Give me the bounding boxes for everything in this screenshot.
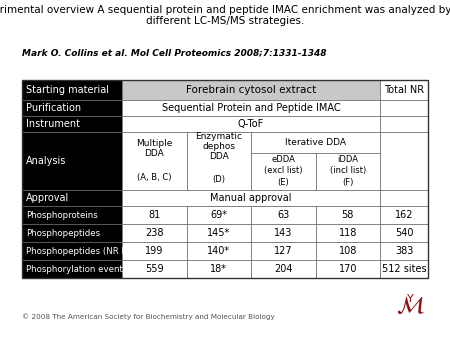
Bar: [122, 242, 186, 260]
Text: iDDA
(incl list): iDDA (incl list): [329, 155, 366, 175]
Bar: [22, 132, 122, 190]
Text: Phosphopeptides: Phosphopeptides: [26, 228, 100, 238]
Bar: [122, 260, 186, 278]
Text: Iterative DDA: Iterative DDA: [285, 138, 346, 147]
Bar: [22, 224, 122, 242]
Text: 143: 143: [274, 228, 292, 238]
Bar: [251, 206, 315, 224]
Bar: [22, 260, 122, 278]
Bar: [315, 153, 380, 190]
Text: 145*: 145*: [207, 228, 230, 238]
Bar: [22, 190, 122, 206]
Text: Starting material: Starting material: [26, 85, 109, 95]
Text: 559: 559: [145, 264, 163, 274]
Text: Phosphopeptides (NR base seq): Phosphopeptides (NR base seq): [26, 246, 163, 256]
Text: Enzymatic
dephos
DDA: Enzymatic dephos DDA: [195, 131, 242, 162]
Text: 58: 58: [342, 210, 354, 220]
Text: 81: 81: [148, 210, 160, 220]
Bar: [251, 242, 315, 260]
Text: Manual approval: Manual approval: [210, 193, 292, 203]
Text: 140*: 140*: [207, 246, 230, 256]
Text: 540: 540: [395, 228, 413, 238]
Text: 238: 238: [145, 228, 163, 238]
Bar: [22, 80, 428, 278]
Text: 199: 199: [145, 246, 163, 256]
Bar: [315, 242, 380, 260]
Bar: [380, 190, 428, 206]
Bar: [22, 242, 122, 260]
Bar: [186, 224, 251, 242]
Text: Multiple
DDA: Multiple DDA: [136, 139, 172, 158]
Bar: [380, 80, 428, 100]
Text: 118: 118: [338, 228, 357, 238]
Text: 18*: 18*: [210, 264, 227, 274]
Text: Approval: Approval: [26, 193, 69, 203]
Bar: [251, 224, 315, 242]
Bar: [22, 80, 122, 100]
Bar: [380, 116, 428, 132]
Bar: [315, 224, 380, 242]
Text: Sequential Protein and Peptide IMAC: Sequential Protein and Peptide IMAC: [162, 103, 340, 113]
Bar: [380, 206, 428, 224]
Bar: [380, 100, 428, 116]
Text: (D): (D): [212, 175, 225, 184]
Text: Instrument: Instrument: [26, 119, 80, 129]
Bar: [22, 100, 122, 116]
Bar: [186, 260, 251, 278]
Text: 108: 108: [338, 246, 357, 256]
Text: © 2008 The American Society for Biochemistry and Molecular Biology: © 2008 The American Society for Biochemi…: [22, 313, 275, 320]
Bar: [380, 224, 428, 242]
Text: 170: 170: [338, 264, 357, 274]
Bar: [186, 132, 251, 190]
Bar: [122, 224, 186, 242]
Text: Total NR: Total NR: [384, 85, 424, 95]
Text: (E): (E): [277, 178, 289, 187]
Text: different LC-MS/MS strategies.: different LC-MS/MS strategies.: [146, 16, 304, 26]
Text: Phosphoproteins: Phosphoproteins: [26, 211, 98, 219]
Bar: [122, 80, 380, 100]
Bar: [251, 132, 380, 153]
Bar: [380, 242, 428, 260]
Bar: [22, 206, 122, 224]
Bar: [186, 206, 251, 224]
Bar: [380, 260, 428, 278]
Text: Forebrain cytosol extract: Forebrain cytosol extract: [186, 85, 316, 95]
Bar: [315, 206, 380, 224]
Text: Phosphorylation events: Phosphorylation events: [26, 265, 127, 273]
Bar: [380, 132, 428, 190]
Bar: [122, 116, 380, 132]
Text: (F): (F): [342, 178, 353, 187]
Bar: [122, 190, 380, 206]
Text: Experimental overview A sequential protein and peptide IMAC enrichment was analy: Experimental overview A sequential prote…: [0, 5, 450, 15]
Bar: [251, 153, 315, 190]
Text: 162: 162: [395, 210, 413, 220]
Text: Q-ToF: Q-ToF: [238, 119, 264, 129]
Bar: [186, 242, 251, 260]
Text: 383: 383: [395, 246, 413, 256]
Text: (A, B, C): (A, B, C): [137, 173, 171, 182]
Text: 63: 63: [277, 210, 289, 220]
Bar: [122, 206, 186, 224]
Text: eDDA
(excl list): eDDA (excl list): [264, 155, 302, 175]
Text: 127: 127: [274, 246, 292, 256]
Text: Mark O. Collins et al. Mol Cell Proteomics 2008;7:1331-1348: Mark O. Collins et al. Mol Cell Proteomi…: [22, 48, 327, 57]
Bar: [122, 100, 380, 116]
Bar: [22, 116, 122, 132]
Text: 204: 204: [274, 264, 292, 274]
Bar: [251, 260, 315, 278]
Text: Purification: Purification: [26, 103, 81, 113]
Text: $\Upsilon$: $\Upsilon$: [405, 292, 414, 304]
Bar: [315, 260, 380, 278]
Text: $\mathcal{M}$: $\mathcal{M}$: [396, 294, 424, 318]
Bar: [122, 132, 186, 190]
Text: 69*: 69*: [210, 210, 227, 220]
Text: 512 sites: 512 sites: [382, 264, 426, 274]
Text: Analysis: Analysis: [26, 156, 67, 166]
